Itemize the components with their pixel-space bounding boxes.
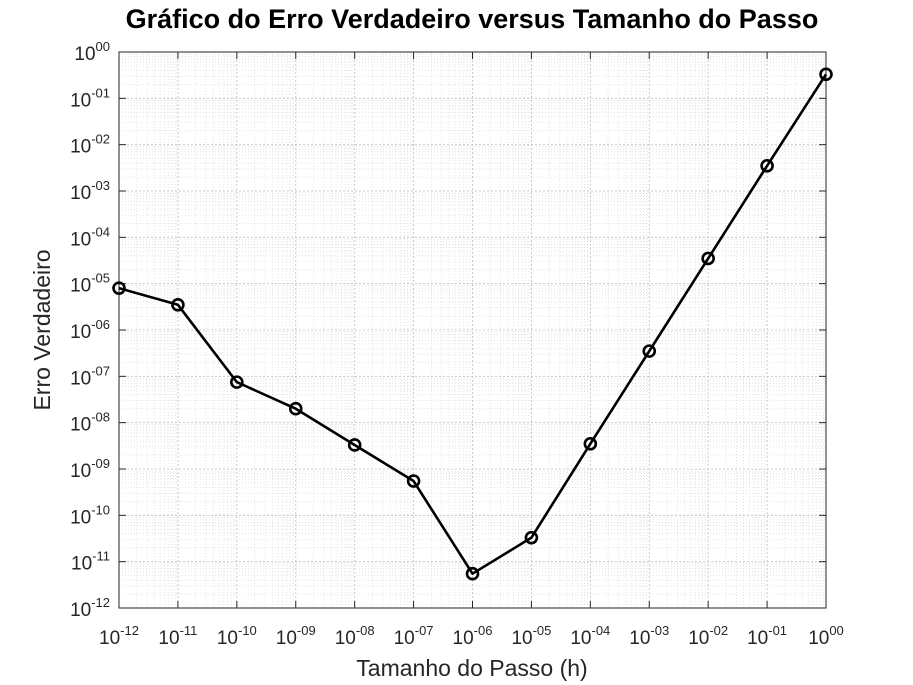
x-tick-label: 10-03 bbox=[629, 623, 669, 649]
x-tick-label: 10-05 bbox=[511, 623, 551, 649]
x-tick-label: 10-10 bbox=[217, 623, 257, 649]
y-tick-label: 10-04 bbox=[70, 224, 110, 250]
data-point bbox=[524, 530, 539, 545]
data-point bbox=[819, 67, 833, 82]
data-point bbox=[760, 158, 774, 173]
x-tick-label: 10-08 bbox=[335, 623, 375, 649]
y-tick-label: 10-02 bbox=[70, 132, 110, 158]
series-layer bbox=[112, 67, 833, 581]
y-tick-label: 1000 bbox=[74, 39, 110, 65]
y-tick-label: 10-05 bbox=[70, 271, 110, 297]
y-tick-label: 10-10 bbox=[70, 502, 110, 528]
x-tick-label: 10-12 bbox=[99, 623, 139, 649]
x-tick-label: 1000 bbox=[808, 623, 844, 649]
data-point bbox=[347, 438, 362, 452]
x-tick-label: 10-04 bbox=[570, 623, 610, 649]
y-tick-label: 10-08 bbox=[70, 410, 110, 436]
x-tick-label: 10-02 bbox=[688, 623, 728, 649]
x-tick-label: 10-06 bbox=[453, 623, 493, 649]
y-tick-label: 10-07 bbox=[70, 363, 110, 389]
data-point bbox=[171, 297, 185, 312]
series-line bbox=[118, 73, 828, 576]
data-point bbox=[642, 344, 657, 358]
data-point bbox=[583, 436, 598, 451]
y-tick-label: 10-12 bbox=[70, 595, 110, 621]
x-axis-label: Tamanho do Passo (h) bbox=[356, 655, 587, 681]
data-point bbox=[288, 401, 303, 416]
data-point bbox=[465, 566, 480, 581]
chart-title: Gráfico do Erro Verdadeiro versus Tamanh… bbox=[126, 4, 819, 34]
y-tick-labels: 10-12 10-11 10-10 10-09 10-08 10-07 10-06 10-05… bbox=[70, 39, 110, 621]
x-tick-label: 10-01 bbox=[747, 623, 787, 649]
y-tick-label: 10-01 bbox=[70, 85, 110, 111]
x-tick-label: 10-07 bbox=[394, 623, 434, 649]
x-tick-label: 10-09 bbox=[276, 623, 316, 649]
data-point bbox=[230, 375, 244, 389]
x-tick-label: 10-11 bbox=[158, 623, 197, 649]
data-point bbox=[701, 251, 715, 266]
y-tick-label: 10-03 bbox=[70, 178, 110, 204]
y-tick-label: 10-11 bbox=[71, 549, 110, 575]
y-tick-label: 10-06 bbox=[70, 317, 110, 343]
y-axis-label: Erro Verdadeiro bbox=[29, 249, 55, 410]
x-tick-labels: 10-12 10-11 10-10 10-09 10-08 10-07 10-06 10-05… bbox=[99, 623, 844, 649]
y-tick-label: 10-09 bbox=[70, 456, 110, 482]
data-point bbox=[406, 474, 421, 488]
axis-ticks bbox=[118, 51, 827, 609]
data-point bbox=[112, 281, 126, 295]
